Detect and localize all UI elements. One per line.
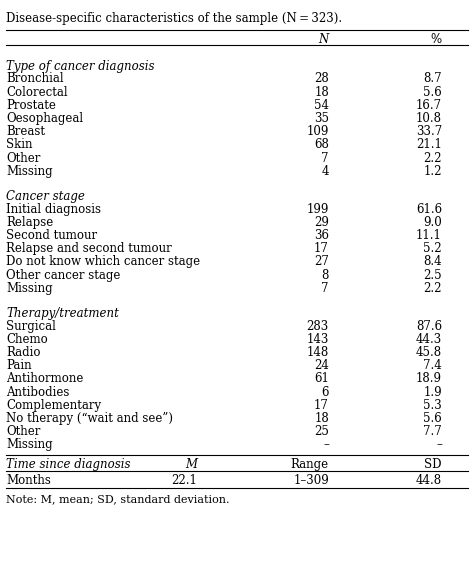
Text: 9.0: 9.0 — [423, 216, 442, 229]
Text: Range: Range — [291, 458, 329, 471]
Text: Other: Other — [6, 152, 40, 165]
Text: 45.8: 45.8 — [416, 346, 442, 359]
Text: 28: 28 — [314, 72, 329, 86]
Text: Relapse and second tumour: Relapse and second tumour — [6, 242, 172, 255]
Text: 18.9: 18.9 — [416, 372, 442, 385]
Text: 22.1: 22.1 — [171, 474, 197, 487]
Text: 6: 6 — [321, 386, 329, 398]
Text: 18: 18 — [314, 412, 329, 425]
Text: 61: 61 — [314, 372, 329, 385]
Text: Breast: Breast — [6, 125, 45, 138]
Text: 1.9: 1.9 — [423, 386, 442, 398]
Text: Disease-specific characteristics of the sample (N = 323).: Disease-specific characteristics of the … — [6, 11, 342, 25]
Text: Do not know which cancer stage: Do not know which cancer stage — [6, 255, 200, 268]
Text: Missing: Missing — [6, 165, 53, 178]
Text: 8.7: 8.7 — [423, 72, 442, 86]
Text: Antihormone: Antihormone — [6, 372, 83, 385]
Text: 7: 7 — [321, 152, 329, 165]
Text: 8: 8 — [321, 268, 329, 282]
Text: Chemo: Chemo — [6, 333, 48, 346]
Text: Other cancer stage: Other cancer stage — [6, 268, 120, 282]
Text: 36: 36 — [314, 229, 329, 242]
Text: 10.8: 10.8 — [416, 112, 442, 125]
Text: 33.7: 33.7 — [416, 125, 442, 138]
Text: N: N — [319, 32, 329, 46]
Text: Bronchial: Bronchial — [6, 72, 64, 86]
Text: 68: 68 — [314, 139, 329, 151]
Text: 61.6: 61.6 — [416, 203, 442, 215]
Text: 5.3: 5.3 — [423, 399, 442, 412]
Text: Missing: Missing — [6, 282, 53, 295]
Text: 29: 29 — [314, 216, 329, 229]
Text: Relapse: Relapse — [6, 216, 54, 229]
Text: Initial diagnosis: Initial diagnosis — [6, 203, 101, 215]
Text: –: – — [323, 438, 329, 451]
Text: Prostate: Prostate — [6, 99, 56, 112]
Text: %: % — [431, 32, 442, 46]
Text: Complementary: Complementary — [6, 399, 101, 412]
Text: 24: 24 — [314, 359, 329, 372]
Text: 5.6: 5.6 — [423, 86, 442, 99]
Text: Skin: Skin — [6, 139, 33, 151]
Text: 21.1: 21.1 — [416, 139, 442, 151]
Text: SD: SD — [425, 458, 442, 471]
Text: 1.2: 1.2 — [423, 165, 442, 178]
Text: Therapy/treatment: Therapy/treatment — [6, 307, 119, 320]
Text: Oesophageal: Oesophageal — [6, 112, 83, 125]
Text: Antibodies: Antibodies — [6, 386, 70, 398]
Text: 2.5: 2.5 — [423, 268, 442, 282]
Text: 143: 143 — [307, 333, 329, 346]
Text: Type of cancer diagnosis: Type of cancer diagnosis — [6, 60, 155, 72]
Text: –: – — [436, 438, 442, 451]
Text: 18: 18 — [314, 86, 329, 99]
Text: 109: 109 — [307, 125, 329, 138]
Text: 199: 199 — [307, 203, 329, 215]
Text: 7.4: 7.4 — [423, 359, 442, 372]
Text: 7: 7 — [321, 282, 329, 295]
Text: Cancer stage: Cancer stage — [6, 190, 85, 203]
Text: 16.7: 16.7 — [416, 99, 442, 112]
Text: 17: 17 — [314, 399, 329, 412]
Text: M: M — [185, 458, 197, 471]
Text: 54: 54 — [314, 99, 329, 112]
Text: Radio: Radio — [6, 346, 41, 359]
Text: Note: M, mean; SD, standard deviation.: Note: M, mean; SD, standard deviation. — [6, 494, 229, 504]
Text: 4: 4 — [321, 165, 329, 178]
Text: 17: 17 — [314, 242, 329, 255]
Text: Colorectal: Colorectal — [6, 86, 68, 99]
Text: 148: 148 — [307, 346, 329, 359]
Text: Surgical: Surgical — [6, 320, 56, 333]
Text: 5.2: 5.2 — [423, 242, 442, 255]
Text: 283: 283 — [307, 320, 329, 333]
Text: 7.7: 7.7 — [423, 425, 442, 438]
Text: Missing: Missing — [6, 438, 53, 451]
Text: Other: Other — [6, 425, 40, 438]
Text: 8.4: 8.4 — [423, 255, 442, 268]
Text: 44.3: 44.3 — [416, 333, 442, 346]
Text: 5.6: 5.6 — [423, 412, 442, 425]
Text: 35: 35 — [314, 112, 329, 125]
Text: Pain: Pain — [6, 359, 32, 372]
Text: 1–309: 1–309 — [293, 474, 329, 487]
Text: Months: Months — [6, 474, 51, 487]
Text: 11.1: 11.1 — [416, 229, 442, 242]
Text: 27: 27 — [314, 255, 329, 268]
Text: 87.6: 87.6 — [416, 320, 442, 333]
Text: Time since diagnosis: Time since diagnosis — [6, 458, 131, 471]
Text: No therapy (“wait and see”): No therapy (“wait and see”) — [6, 412, 173, 425]
Text: 25: 25 — [314, 425, 329, 438]
Text: 44.8: 44.8 — [416, 474, 442, 487]
Text: 2.2: 2.2 — [423, 152, 442, 165]
Text: 2.2: 2.2 — [423, 282, 442, 295]
Text: Second tumour: Second tumour — [6, 229, 97, 242]
